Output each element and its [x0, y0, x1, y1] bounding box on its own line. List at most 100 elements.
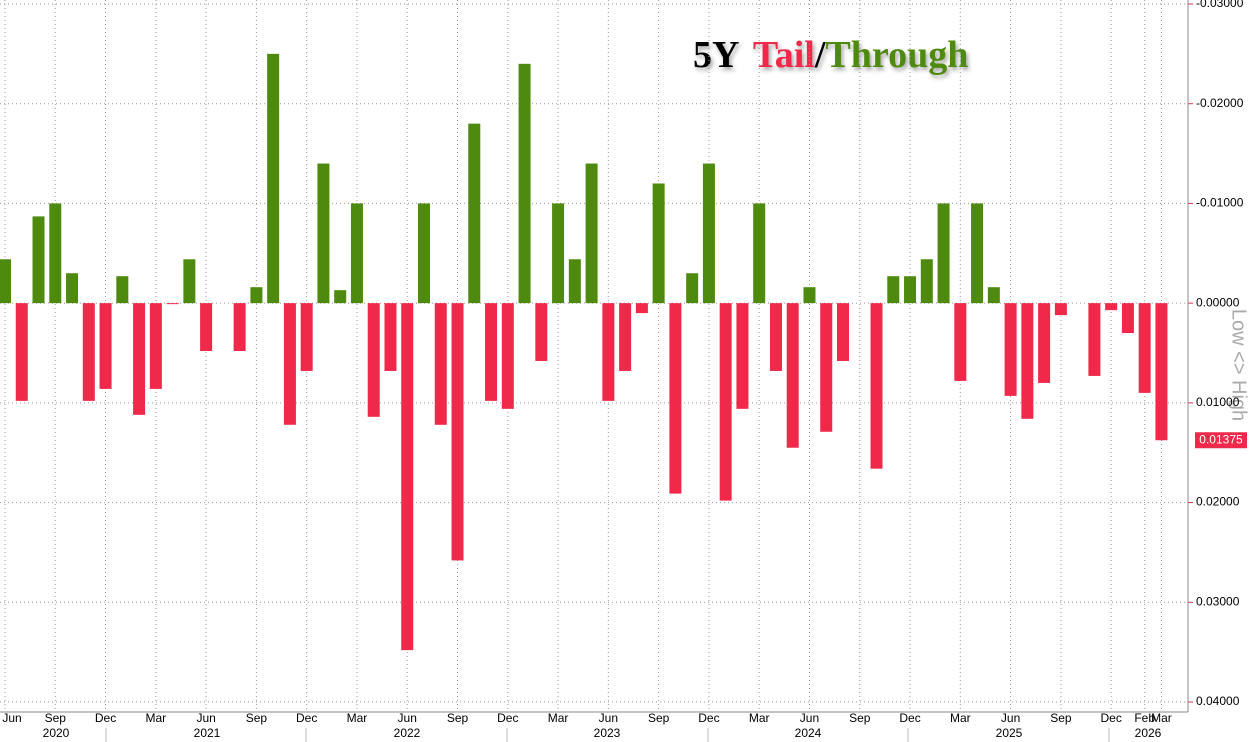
- bar: [82, 303, 95, 401]
- x-tick-label: Sep: [447, 711, 469, 725]
- bar: [937, 203, 950, 304]
- x-tick-label: Sep: [648, 711, 670, 725]
- bar: [1004, 303, 1017, 396]
- bar: [418, 203, 430, 304]
- x-tick-label: Jun: [2, 711, 21, 725]
- y-tick-label: -0.02000: [1196, 96, 1244, 110]
- bar: [904, 276, 917, 304]
- bar: [635, 303, 648, 314]
- bar: [1138, 303, 1151, 393]
- year-label: 2026: [1135, 726, 1162, 740]
- year-label: 2023: [594, 726, 621, 740]
- x-tick-label: Mar: [1151, 711, 1172, 725]
- bar: [552, 203, 565, 304]
- bar: [116, 276, 129, 304]
- bar: [1088, 303, 1101, 376]
- bar: [300, 303, 313, 371]
- bar: [585, 163, 598, 304]
- bar: [350, 203, 363, 304]
- bar: [1121, 303, 1134, 334]
- x-tick-label: Jun: [800, 711, 819, 725]
- x-tick-label: Mar: [950, 711, 971, 725]
- x-tick-label: Sep: [246, 711, 268, 725]
- bar: [602, 303, 615, 401]
- bar: [401, 303, 414, 651]
- bar: [535, 303, 548, 361]
- x-tick-label: Dec: [1100, 711, 1121, 725]
- x-tick-label: Mar: [347, 711, 368, 725]
- last-value-tag: [1195, 432, 1247, 449]
- x-tick-label: Jun: [398, 711, 417, 725]
- title-part: /: [814, 34, 826, 76]
- bar: [702, 163, 715, 304]
- bar: [434, 303, 447, 425]
- year-label: 2022: [394, 726, 421, 740]
- bar: [971, 203, 984, 304]
- x-tick-label: Dec: [95, 711, 116, 725]
- bar: [183, 259, 196, 304]
- year-label: 2025: [996, 726, 1023, 740]
- bar: [753, 203, 766, 304]
- bar: [166, 303, 179, 305]
- bar: [1038, 303, 1051, 383]
- x-tick-label: Dec: [698, 711, 719, 725]
- y-tick-label: 0.02000: [1196, 495, 1240, 509]
- y-tick-label: 0.03000: [1196, 594, 1240, 608]
- bar: [334, 290, 347, 304]
- y-tick-label: -0.03000: [1196, 0, 1244, 10]
- bar: [619, 303, 632, 371]
- title-part: Tail: [753, 34, 815, 76]
- x-tick-label: Dec: [899, 711, 920, 725]
- x-tick-label: Mar: [146, 711, 167, 725]
- bar: [870, 303, 883, 469]
- x-tick-label: Mar: [749, 711, 770, 725]
- bar: [803, 287, 816, 304]
- bar: [283, 303, 296, 425]
- bar: [451, 303, 464, 561]
- bar: [1105, 303, 1118, 311]
- chart-title: 5Y Tail/Through: [693, 34, 968, 76]
- bar: [15, 303, 28, 401]
- x-tick-label: Dec: [497, 711, 518, 725]
- year-label: 2021: [194, 726, 221, 740]
- bar: [1155, 303, 1168, 441]
- bar: [149, 303, 162, 389]
- bar: [1021, 303, 1034, 419]
- bar: [568, 259, 581, 304]
- bar: [501, 303, 514, 409]
- bar: [200, 303, 213, 352]
- x-tick-label: Sep: [1050, 711, 1072, 725]
- y-tick-label: 0.01000: [1196, 395, 1240, 409]
- bar: [485, 303, 498, 401]
- bar: [133, 303, 146, 415]
- bar: [518, 63, 531, 304]
- bar: [250, 287, 263, 304]
- bar: [384, 303, 397, 371]
- bar: [686, 273, 699, 304]
- bar: [0, 259, 11, 304]
- bar: [652, 183, 665, 304]
- year-label: 2020: [43, 726, 70, 740]
- last-value-label: 0.01375: [1199, 432, 1243, 446]
- x-tick-label: Jun: [599, 711, 618, 725]
- bar: [66, 273, 79, 304]
- x-tick-label: Sep: [849, 711, 871, 725]
- bar: [820, 303, 833, 432]
- bar: [233, 303, 246, 352]
- bar: [99, 303, 112, 389]
- x-tick-label: Jun: [196, 711, 215, 725]
- bar: [1054, 303, 1067, 316]
- bar: [468, 123, 481, 304]
- bar: [317, 163, 330, 304]
- x-tick-label: Feb: [1134, 711, 1155, 725]
- year-label: 2024: [795, 726, 822, 740]
- y-tick-label: 0.04000: [1196, 694, 1240, 708]
- bar: [669, 303, 682, 494]
- bar: [954, 303, 967, 381]
- bar: [920, 259, 933, 304]
- bar: [837, 303, 849, 361]
- bar: [987, 287, 1000, 304]
- bar: [367, 303, 380, 417]
- y-axis-title: Low <> High: [1228, 309, 1250, 421]
